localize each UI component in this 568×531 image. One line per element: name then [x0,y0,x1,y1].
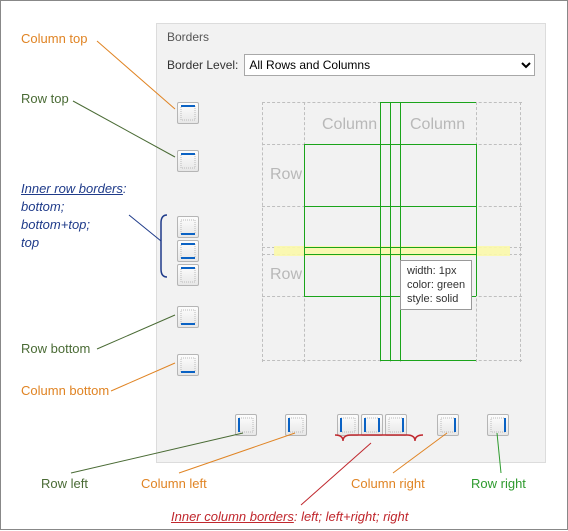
callout-inner-row-title: Inner row borders: [21,181,127,196]
border-line [380,360,476,361]
callout-row-bottom: Row bottom [21,341,90,356]
tooltip-line: style: solid [407,292,465,306]
border-preview: Column Column Row Row width: 1px color: … [262,102,522,362]
callout-column-right: Column right [351,476,425,491]
guide-v [520,102,521,362]
callout-inner-row-3: top [21,235,39,250]
border-tooltip: width: 1px color: green style: solid [400,260,472,310]
panel-title: Borders [167,30,209,44]
btn-inner-col-both[interactable] [361,414,383,436]
btn-column-top[interactable] [177,102,199,124]
border-level-select[interactable]: All Rows and Columns [244,54,535,76]
preview-row1-label: Row [270,166,302,184]
callout-row-left: Row left [41,476,88,491]
btn-column-left[interactable] [285,414,307,436]
btn-row-left[interactable] [235,414,257,436]
tooltip-line: color: green [407,278,465,292]
callout-column-left: Column left [141,476,207,491]
btn-inner-col-left[interactable] [337,414,359,436]
border-level-row: Border Level: All Rows and Columns [167,54,535,76]
callout-inner-col-b: : left; left+right; right [294,509,409,524]
callout-column-top: Column top [21,31,87,46]
btn-inner-col-row [337,414,407,436]
btn-column-bottom[interactable] [177,354,199,376]
callout-inner-col-t: Inner column borders [171,509,294,524]
callout-row-right: Row right [471,476,526,491]
callout-column-bottom: Column bottom [21,383,109,398]
preview-col2-label: Column [410,116,465,134]
callout-row-top: Row top [21,91,69,106]
callout-inner-row-1: bottom; [21,199,64,214]
border-level-label: Border Level: [167,58,238,72]
callout-inner-col: Inner column borders: left; left+right; … [171,509,408,524]
border-line [380,102,381,360]
border-line [304,144,305,296]
btn-row-top[interactable] [177,150,199,172]
callout-inner-row-2: bottom+top; [21,217,90,232]
btn-inner-row-stack [177,216,199,286]
btn-row-right[interactable] [487,414,509,436]
preview-col1-label: Column [322,116,377,134]
guide-v [262,102,263,362]
border-line [390,102,391,360]
btn-inner-row-top[interactable] [177,264,199,286]
borders-panel: Borders Border Level: All Rows and Colum… [156,23,546,463]
btn-column-right[interactable] [437,414,459,436]
btn-row-bottom[interactable] [177,306,199,328]
preview-row2-label: Row [270,266,302,284]
border-line [476,144,477,296]
callout-inner-row-t: Inner row borders [21,181,123,196]
tooltip-line: width: 1px [407,264,465,278]
border-line [400,102,401,360]
btn-inner-row-bottom[interactable] [177,216,199,238]
btn-inner-col-right[interactable] [385,414,407,436]
border-line [380,102,476,103]
btn-inner-row-both[interactable] [177,240,199,262]
